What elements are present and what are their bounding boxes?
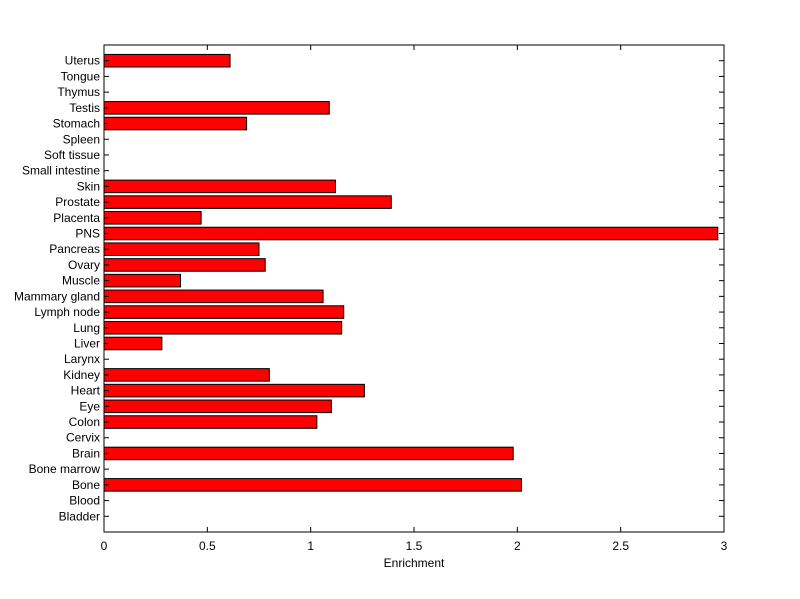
- x-tick-label: 0: [101, 539, 108, 553]
- x-tick-label: 1: [307, 539, 314, 553]
- y-tick-label: Testis: [69, 101, 100, 115]
- y-tick-label: Prostate: [55, 195, 100, 209]
- bar: [103, 446, 514, 461]
- y-tick-label: Small intestine: [22, 164, 100, 178]
- y-tick-label: Tongue: [61, 69, 101, 83]
- bar: [103, 383, 365, 398]
- bar: [103, 179, 336, 194]
- y-tick-label: Pancreas: [49, 242, 100, 256]
- x-tick-label: 1.5: [406, 539, 423, 553]
- y-tick-label: Larynx: [64, 352, 100, 366]
- y-tick-label: Bladder: [59, 509, 100, 523]
- y-tick-label: Bone marrow: [29, 462, 101, 476]
- y-tick-label: Placenta: [53, 211, 100, 225]
- x-ticks-group: 0 0.5 1 1.5 2 2.5 3: [101, 45, 728, 553]
- y-tick-label: Uterus: [65, 54, 100, 68]
- bar: [103, 53, 231, 68]
- bar: [103, 399, 332, 414]
- bar: [103, 273, 181, 288]
- bar: [103, 336, 163, 351]
- y-tick-label: Heart: [71, 384, 101, 398]
- y-tick-label: Bone: [72, 478, 100, 492]
- y-tick-label: Liver: [74, 336, 100, 350]
- bar: [103, 226, 719, 241]
- x-tick-label: 2.5: [612, 539, 629, 553]
- bar: [103, 195, 392, 209]
- bar: [103, 242, 260, 257]
- y-tick-label: Skin: [77, 179, 100, 193]
- y-tick-label: Blood: [69, 494, 100, 508]
- y-tick-label: Stomach: [53, 117, 100, 131]
- y-tick-label: Eye: [79, 399, 100, 413]
- y-tick-label: Thymus: [57, 85, 100, 99]
- bar: [103, 258, 266, 272]
- y-tick-label: PNS: [75, 227, 100, 241]
- y-tick-label: Lung: [73, 321, 100, 335]
- y-tick-label: Mammary gland: [14, 289, 100, 303]
- bar: [103, 478, 522, 492]
- x-tick-label: 2: [514, 539, 521, 553]
- y-tick-label: Lymph node: [34, 305, 100, 319]
- y-tick-label: Kidney: [63, 368, 100, 382]
- y-tick-label: Cervix: [66, 431, 100, 445]
- x-tick-label: 3: [721, 539, 728, 553]
- plot-frame: [103, 44, 725, 533]
- bar: [103, 415, 318, 429]
- x-tick-label: 0.5: [199, 539, 216, 553]
- y-tick-label: Muscle: [62, 274, 100, 288]
- bar: [103, 368, 270, 382]
- y-tick-label: Spleen: [63, 132, 100, 146]
- y-tick-label: Soft tissue: [44, 148, 100, 162]
- y-tick-label: Colon: [69, 415, 100, 429]
- bar: [103, 116, 248, 131]
- y-tick-label: Brain: [72, 446, 100, 460]
- bar: [103, 305, 345, 319]
- x-axis-title: Enrichment: [384, 556, 445, 570]
- bar: [103, 211, 202, 225]
- bar: [103, 101, 330, 115]
- y-tick-label: Ovary: [68, 258, 100, 272]
- bar: [103, 289, 324, 304]
- bar: [103, 320, 343, 335]
